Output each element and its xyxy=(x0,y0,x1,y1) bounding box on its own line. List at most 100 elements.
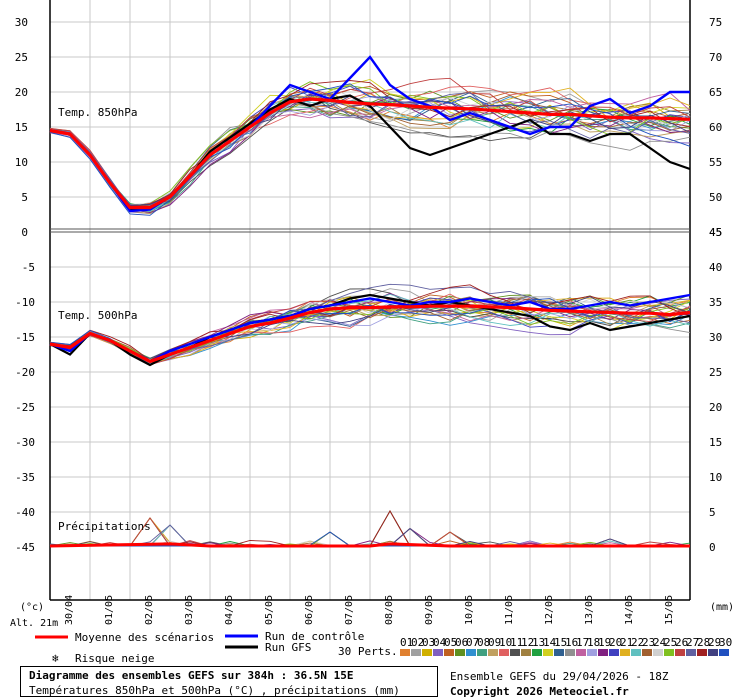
y-tick-label: -15 xyxy=(15,331,35,344)
legend-pert-swatch xyxy=(510,649,520,656)
y-tick-label: 0 xyxy=(21,226,28,239)
y2-tick-label: 35 xyxy=(709,296,722,309)
y-tick-label: -10 xyxy=(15,296,35,309)
legend-pert-swatch xyxy=(664,649,674,656)
legend-pert-swatch xyxy=(543,649,553,656)
y2-tick-label: 45 xyxy=(709,226,722,239)
legend-pert-swatch xyxy=(532,649,542,656)
legend-pert-number: 19 xyxy=(598,636,611,649)
x-tick-label: 05/05 xyxy=(264,595,275,625)
legend-pert-number: 06 xyxy=(455,636,468,649)
mean-500-line xyxy=(49,304,691,364)
main-series-lines xyxy=(49,55,691,548)
legend-pert-number: 08 xyxy=(477,636,490,649)
legend-pert-number: 30 xyxy=(719,636,732,649)
panel-label-500: Temp. 500hPa xyxy=(58,309,137,322)
y-tick-label: -35 xyxy=(15,471,35,484)
legend-pert-number: 02 xyxy=(411,636,424,649)
y2-tick-label: 20 xyxy=(709,401,722,414)
legend-pert-number: 29 xyxy=(708,636,721,649)
y2-tick-label: 5 xyxy=(709,506,716,519)
y2-tick-label: 55 xyxy=(709,156,722,169)
axis-labels: 05101520253045505560657075-45-40-35-30-2… xyxy=(10,16,734,629)
legend-pert-swatch xyxy=(565,649,575,656)
legend-pert-swatch xyxy=(422,649,432,656)
x-tick-label: 01/05 xyxy=(104,595,115,625)
x-tick-label: 03/05 xyxy=(184,595,195,625)
mean-850-line xyxy=(49,97,691,210)
legend-pert-swatch xyxy=(708,649,718,656)
right-unit-label: (mm) xyxy=(710,602,734,613)
x-tick-label: 13/05 xyxy=(584,595,595,625)
y-tick-label: -45 xyxy=(15,541,35,554)
legend-pert-number: 18 xyxy=(587,636,600,649)
x-tick-label: 02/05 xyxy=(144,595,155,625)
y2-tick-label: 45 xyxy=(709,226,722,239)
legend-pert-number: 11 xyxy=(510,636,523,649)
y-tick-label: 10 xyxy=(15,156,28,169)
y-tick-label: 5 xyxy=(21,191,28,204)
legend-pert-swatch xyxy=(433,649,443,656)
pert-line xyxy=(49,80,691,207)
altitude-label: Alt. 21m xyxy=(10,618,58,629)
legend-pert-swatch xyxy=(455,649,465,656)
y-tick-label: 20 xyxy=(15,86,28,99)
legend-pert-number: 09 xyxy=(488,636,501,649)
pert-line xyxy=(49,296,691,359)
legend-pert-swatch xyxy=(576,649,586,656)
x-tick-label: 08/05 xyxy=(384,595,395,625)
panel-label-precip: Précipitations xyxy=(58,520,151,533)
legend-pert-swatch xyxy=(686,649,696,656)
legend-pert-number: 25 xyxy=(664,636,677,649)
legend-pert-number: 24 xyxy=(653,636,667,649)
y-tick-label: -20 xyxy=(15,366,35,379)
ensemble-info: Ensemble GEFS du 29/04/2026 - 18Z xyxy=(450,670,669,683)
footer-title: Diagramme des ensembles GEFS sur 384h : … xyxy=(29,669,354,682)
legend-perts-label: 30 Perts. xyxy=(338,645,398,658)
pert-line xyxy=(49,81,691,207)
y-tick-label: -5 xyxy=(22,261,35,274)
legend-pert-number: 20 xyxy=(609,636,622,649)
legend-pert-number: 05 xyxy=(444,636,457,649)
x-tick-label: 12/05 xyxy=(544,595,555,625)
y2-tick-label: 70 xyxy=(709,51,722,64)
y2-tick-label: 40 xyxy=(709,261,722,274)
x-tick-label: 09/05 xyxy=(424,595,435,625)
legend-pert-number: 12 xyxy=(521,636,534,649)
y-tick-label: -40 xyxy=(15,506,35,519)
x-tick-label: 30/04 xyxy=(64,595,75,625)
legend-pert-swatch xyxy=(598,649,608,656)
legend-pert-swatch xyxy=(477,649,487,656)
y2-tick-label: 30 xyxy=(709,331,722,344)
pert-line xyxy=(49,83,691,216)
x-tick-label: 10/05 xyxy=(464,595,475,625)
panel-label-850: Temp. 850hPa xyxy=(58,106,137,119)
legend-pert-number: 13 xyxy=(532,636,545,649)
legend-control-label: Run de contrôle xyxy=(265,630,364,643)
legend-pert-swatch xyxy=(587,649,597,656)
legend-mean-label: Moyenne des scénarios xyxy=(75,631,214,644)
y-tick-label: -25 xyxy=(15,401,35,414)
legend-pert-swatch xyxy=(620,649,630,656)
x-tick-label: 15/05 xyxy=(664,595,675,625)
legend-pert-swatch xyxy=(697,649,707,656)
legend-pert-swatch xyxy=(411,649,421,656)
x-tick-label: 11/05 xyxy=(504,595,515,625)
legend-pert-number: 07 xyxy=(466,636,479,649)
y2-tick-label: 50 xyxy=(709,191,722,204)
legend-pert-number: 21 xyxy=(620,636,633,649)
legend-pert-swatch xyxy=(554,649,564,656)
y2-tick-label: 60 xyxy=(709,121,722,134)
y2-tick-label: 10 xyxy=(709,471,722,484)
legend-pert-swatch xyxy=(642,649,652,656)
gfs-500-line xyxy=(49,293,691,367)
y2-tick-label: 15 xyxy=(709,436,722,449)
legend-pert-number: 03 xyxy=(422,636,435,649)
y2-tick-label: 65 xyxy=(709,86,722,99)
y2-tick-label: 75 xyxy=(709,16,722,29)
legend-gfs-label: Run GFS xyxy=(265,641,311,654)
x-tick-label: 14/05 xyxy=(624,595,635,625)
legend-pert-swatch xyxy=(521,649,531,656)
legend-pert-swatch xyxy=(444,649,454,656)
x-tick-label: 06/05 xyxy=(304,595,315,625)
